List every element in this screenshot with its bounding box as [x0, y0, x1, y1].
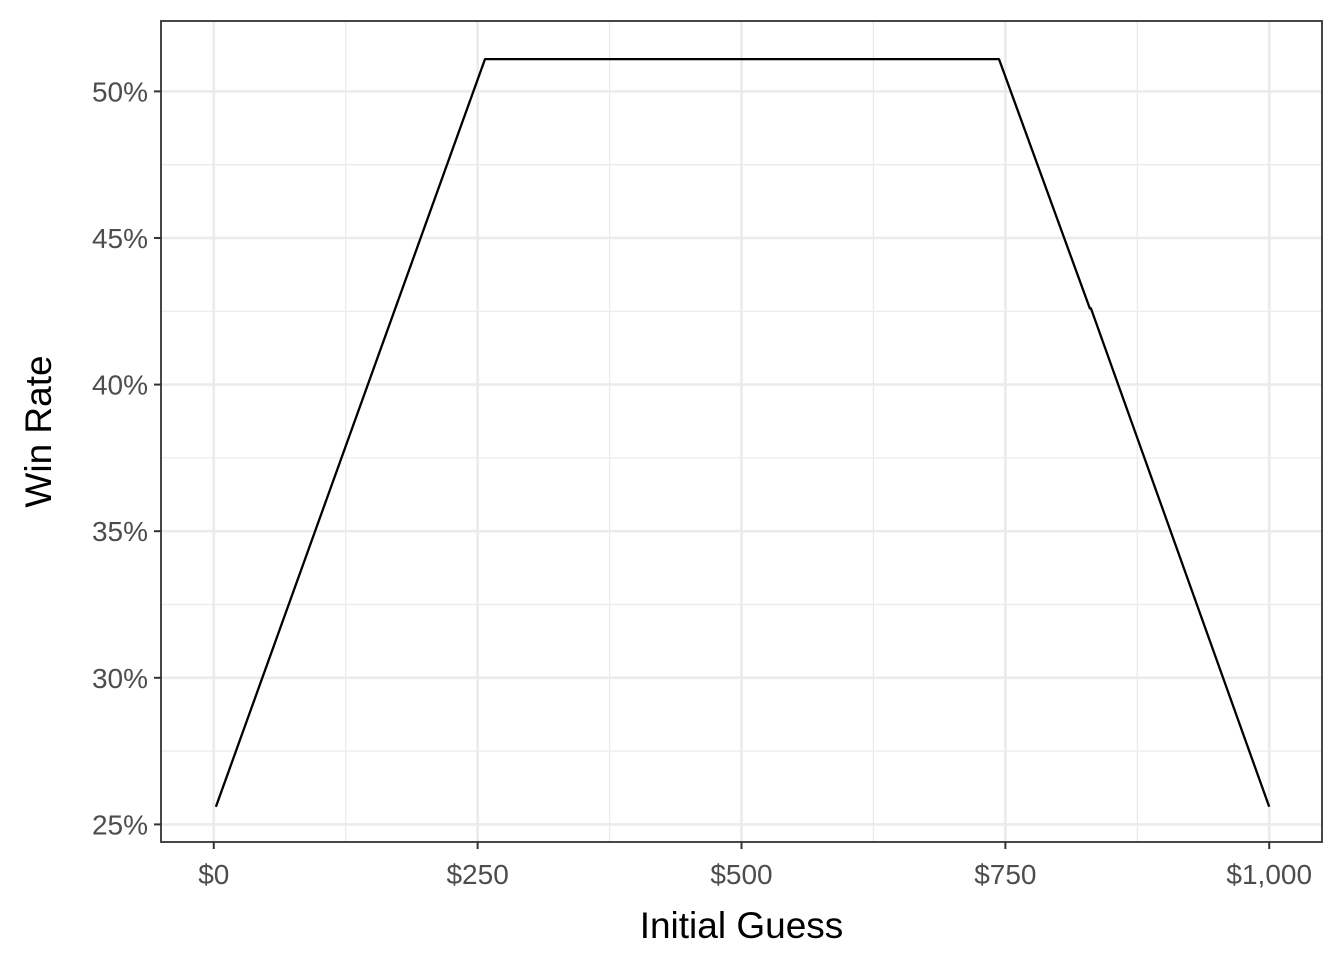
y-tick-label: 25% [92, 809, 148, 840]
y-tick-label: 30% [92, 663, 148, 694]
x-tick-label: $0 [198, 859, 229, 890]
y-axis: 25% 30% 35% 40% 45% 50% [92, 76, 161, 840]
x-axis-title: Initial Guess [640, 905, 844, 946]
win-rate-series-line [214, 57, 1271, 808]
y-tick-label: 50% [92, 76, 148, 107]
y-tick-label: 35% [92, 516, 148, 547]
x-axis: $0 $250 $500 $750 $1,000 [198, 842, 1312, 890]
y-tick-label: 40% [92, 370, 148, 401]
y-tick-label: 45% [92, 223, 148, 254]
x-tick-label: $500 [710, 859, 772, 890]
x-tick-label: $1,000 [1226, 859, 1312, 890]
y-axis-title: Win Rate [18, 355, 59, 507]
major-gridlines [161, 21, 1322, 842]
x-tick-label: $250 [446, 859, 508, 890]
x-tick-label: $750 [974, 859, 1036, 890]
series-layer [214, 57, 1271, 808]
